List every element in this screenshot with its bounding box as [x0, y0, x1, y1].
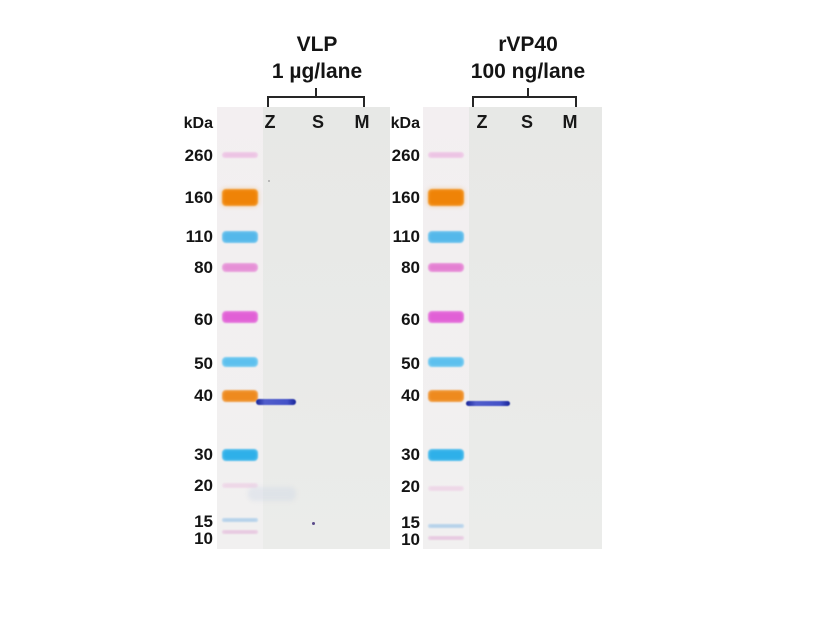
ladder-band-260 — [428, 152, 464, 158]
speck-artifact — [268, 180, 270, 182]
ladder-band-40 — [428, 390, 464, 402]
lane-label-m: M — [562, 112, 578, 132]
ladder-band-30 — [428, 449, 464, 461]
ladder-band-80 — [222, 263, 258, 272]
marker-label-15: 15 — [194, 512, 213, 531]
panel-title: VLP — [296, 33, 338, 56]
lane-label-s: S — [520, 112, 533, 132]
marker-label-260: 260 — [184, 146, 213, 165]
marker-label-80: 80 — [194, 258, 213, 277]
marker-label-40: 40 — [401, 386, 420, 405]
sample-band-lane-z — [466, 401, 510, 406]
marker-label-30: 30 — [401, 445, 420, 464]
ladder-band-15 — [222, 518, 258, 522]
marker-label-260: 260 — [391, 146, 420, 165]
ladder-band-10 — [222, 530, 258, 534]
gel-image: Z S M — [217, 107, 390, 549]
faint-smear-artifact — [248, 487, 296, 501]
marker-label-60: 60 — [194, 310, 213, 329]
ladder-band-30 — [222, 449, 258, 461]
ladder-band-110 — [428, 231, 464, 243]
ladder-band-50 — [222, 357, 258, 367]
marker-label-40: 40 — [194, 386, 213, 405]
marker-label-10: 10 — [401, 530, 420, 549]
ladder-band-15 — [428, 524, 464, 528]
ladder-band-50 — [428, 357, 464, 367]
ladder-band-20 — [428, 486, 464, 491]
panel-title: rVP40 — [498, 33, 558, 56]
ladder-band-20 — [222, 483, 258, 488]
ladder-band-110 — [222, 231, 258, 243]
marker-label-15: 15 — [401, 513, 420, 532]
ladder-band-60 — [428, 311, 464, 323]
marker-label-20: 20 — [194, 476, 213, 495]
ladder-band-160 — [222, 189, 258, 206]
ladder-band-160 — [428, 189, 464, 206]
marker-label-20: 20 — [401, 477, 420, 496]
ladder-band-40 — [222, 390, 258, 402]
marker-label-50: 50 — [401, 354, 420, 373]
kda-unit-label: kDa — [390, 115, 420, 132]
lane-label-z: Z — [476, 112, 488, 132]
panel-vlp: VLP 1 µg/lane kDa 260 160 110 80 60 50 4… — [170, 0, 392, 621]
marker-label-160: 160 — [184, 188, 213, 207]
kda-unit-label: kDa — [183, 115, 213, 132]
panel-rvp40: rVP40 100 ng/lane kDa 260 160 110 80 60 … — [376, 0, 604, 621]
panel-loading-amount: 100 ng/lane — [470, 60, 586, 83]
marker-label-80: 80 — [401, 258, 420, 277]
gel-image: Z S M — [423, 107, 602, 549]
panel-loading-amount: 1 µg/lane — [271, 60, 363, 83]
ladder-band-60 — [222, 311, 258, 323]
lane-label-m: M — [354, 112, 370, 132]
sample-band-lane-z — [256, 399, 296, 405]
ladder-band-260 — [222, 152, 258, 158]
marker-label-160: 160 — [391, 188, 420, 207]
marker-label-30: 30 — [194, 445, 213, 464]
speck-artifact — [312, 522, 315, 525]
ladder-band-10 — [428, 536, 464, 540]
marker-label-60: 60 — [401, 310, 420, 329]
ladder-lane-streak — [423, 107, 469, 549]
marker-label-10: 10 — [194, 529, 213, 548]
lane-label-z: Z — [264, 112, 276, 132]
marker-label-110: 110 — [185, 227, 213, 246]
ladder-band-80 — [428, 263, 464, 272]
lane-label-s: S — [311, 112, 324, 132]
marker-label-110: 110 — [392, 227, 420, 246]
marker-label-50: 50 — [194, 354, 213, 373]
ladder-lane-streak — [217, 107, 263, 549]
